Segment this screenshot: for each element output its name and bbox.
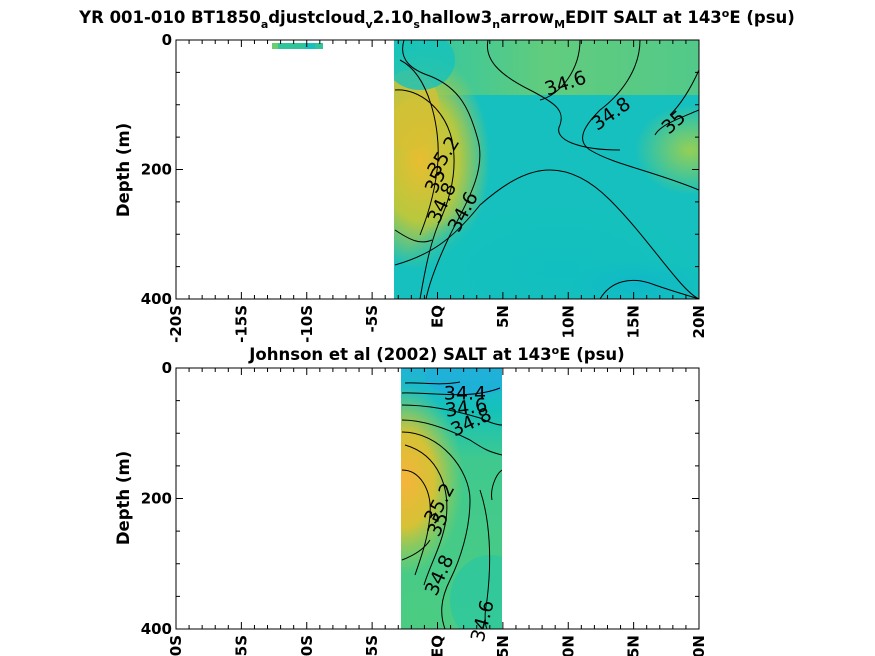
x-tick-label: -20S [167, 305, 185, 343]
y-tick-label: 200 [141, 490, 172, 508]
x-tick-label: -5S [363, 305, 381, 332]
title-part: o [722, 7, 730, 20]
title-part: arrow [500, 8, 554, 27]
x-tick-label: 20N [690, 635, 708, 656]
title-part: YR 001-010 BT1850 [78, 8, 261, 27]
x-tick-label: -15S [232, 635, 250, 656]
panel2-y-axis-label: Depth (m) [114, 451, 133, 545]
y-tick-label: 200 [141, 161, 172, 179]
title-part: EDIT SALT at 143 [565, 8, 722, 27]
title-part: v [366, 18, 374, 31]
title-part: n [492, 18, 500, 31]
y-tick-label: 0 [162, 31, 172, 49]
title-part: M [554, 18, 565, 31]
x-tick-label: 10N [559, 635, 577, 656]
title-part: E (psu) [559, 345, 624, 364]
title-part: 2.10 [373, 8, 414, 27]
x-tick-label: 15N [625, 635, 643, 656]
panel2-salinity-field [401, 368, 502, 629]
y-tick-label: 400 [141, 620, 172, 638]
panel1-salinity-field [394, 40, 699, 299]
panel2-ticks [175, 367, 700, 630]
panel1-ticks [175, 39, 700, 300]
title-part: hallow3 [420, 8, 492, 27]
panel1-strip-patch [272, 43, 323, 49]
x-tick-label: -20S [167, 635, 185, 656]
title-part: a [261, 18, 268, 31]
x-tick-label: EQ [429, 635, 447, 656]
x-tick-label: 15N [625, 305, 643, 338]
title-part: Johnson et al (2002) SALT at 143 [248, 345, 551, 364]
y-tick-label: 400 [141, 290, 172, 308]
panel1-y-tick-labels: 0 200 400 [141, 31, 172, 308]
title-part: djustcloud [268, 8, 365, 27]
panel1-title: YR 001-010 BT1850adjustcloudv2.10shallow… [78, 7, 795, 31]
x-tick-label: 5N [494, 305, 512, 328]
x-tick-label: 20N [690, 305, 708, 338]
x-tick-label: -5S [363, 635, 381, 656]
title-part: s [413, 18, 420, 31]
panel1-x-tick-labels: -20S -15S -10S -5S EQ 5N 10N 15N 20N [167, 305, 708, 343]
x-tick-label: -10S [298, 635, 316, 656]
panel2-title: Johnson et al (2002) SALT at 143oE (psu) [248, 344, 624, 364]
title-part: E (psu) [729, 8, 794, 27]
panel2-y-tick-labels: 0 200 400 [141, 359, 172, 638]
x-tick-label: 5N [494, 635, 512, 656]
y-tick-label: 0 [162, 359, 172, 377]
x-tick-label: 10N [559, 305, 577, 338]
x-tick-label: -10S [298, 305, 316, 343]
title-part: o [552, 344, 560, 357]
panel2-x-tick-labels: -20S -15S -10S -5S EQ 5N 10N 15N 20N [167, 635, 708, 656]
x-tick-label: EQ [429, 305, 447, 328]
contour-label: 34.4 [444, 383, 486, 405]
panel1-y-axis-label: Depth (m) [114, 123, 133, 217]
x-tick-label: -15S [232, 305, 250, 343]
